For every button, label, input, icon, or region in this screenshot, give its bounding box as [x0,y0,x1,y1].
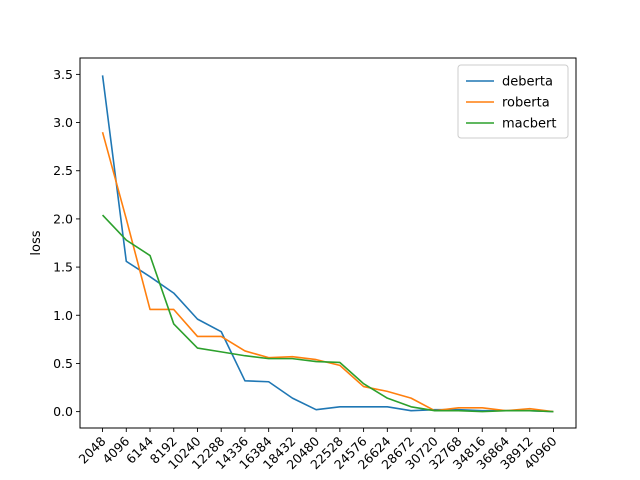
series-line-macbert [101,214,554,413]
legend-label-roberta: roberta [502,96,550,111]
y-tick-label: 3.0 [53,115,73,130]
legend-label-deberta: deberta [502,75,553,90]
y-tick-label: 1.5 [53,260,73,275]
legend-label-macbert: macbert [502,117,556,132]
y-axis-title: loss [29,230,44,255]
series-line-deberta [101,75,554,413]
y-tick-label: 2.5 [53,163,73,178]
y-tick-label: 2.0 [53,211,73,226]
plot-area-frame [79,57,577,429]
y-tick-label: 0.5 [53,356,73,371]
y-tick-label: 1.0 [53,308,73,323]
legend: deberta roberta macbert [457,64,569,139]
y-tick-label: 3.5 [53,67,73,82]
y-tick-label: 0.0 [53,404,73,419]
y-axis-ticks: 0.0 0.5 1.0 1.5 2.0 2.5 3.0 3.5 [53,67,80,419]
series-layer [101,75,554,413]
legend-box [457,64,569,139]
